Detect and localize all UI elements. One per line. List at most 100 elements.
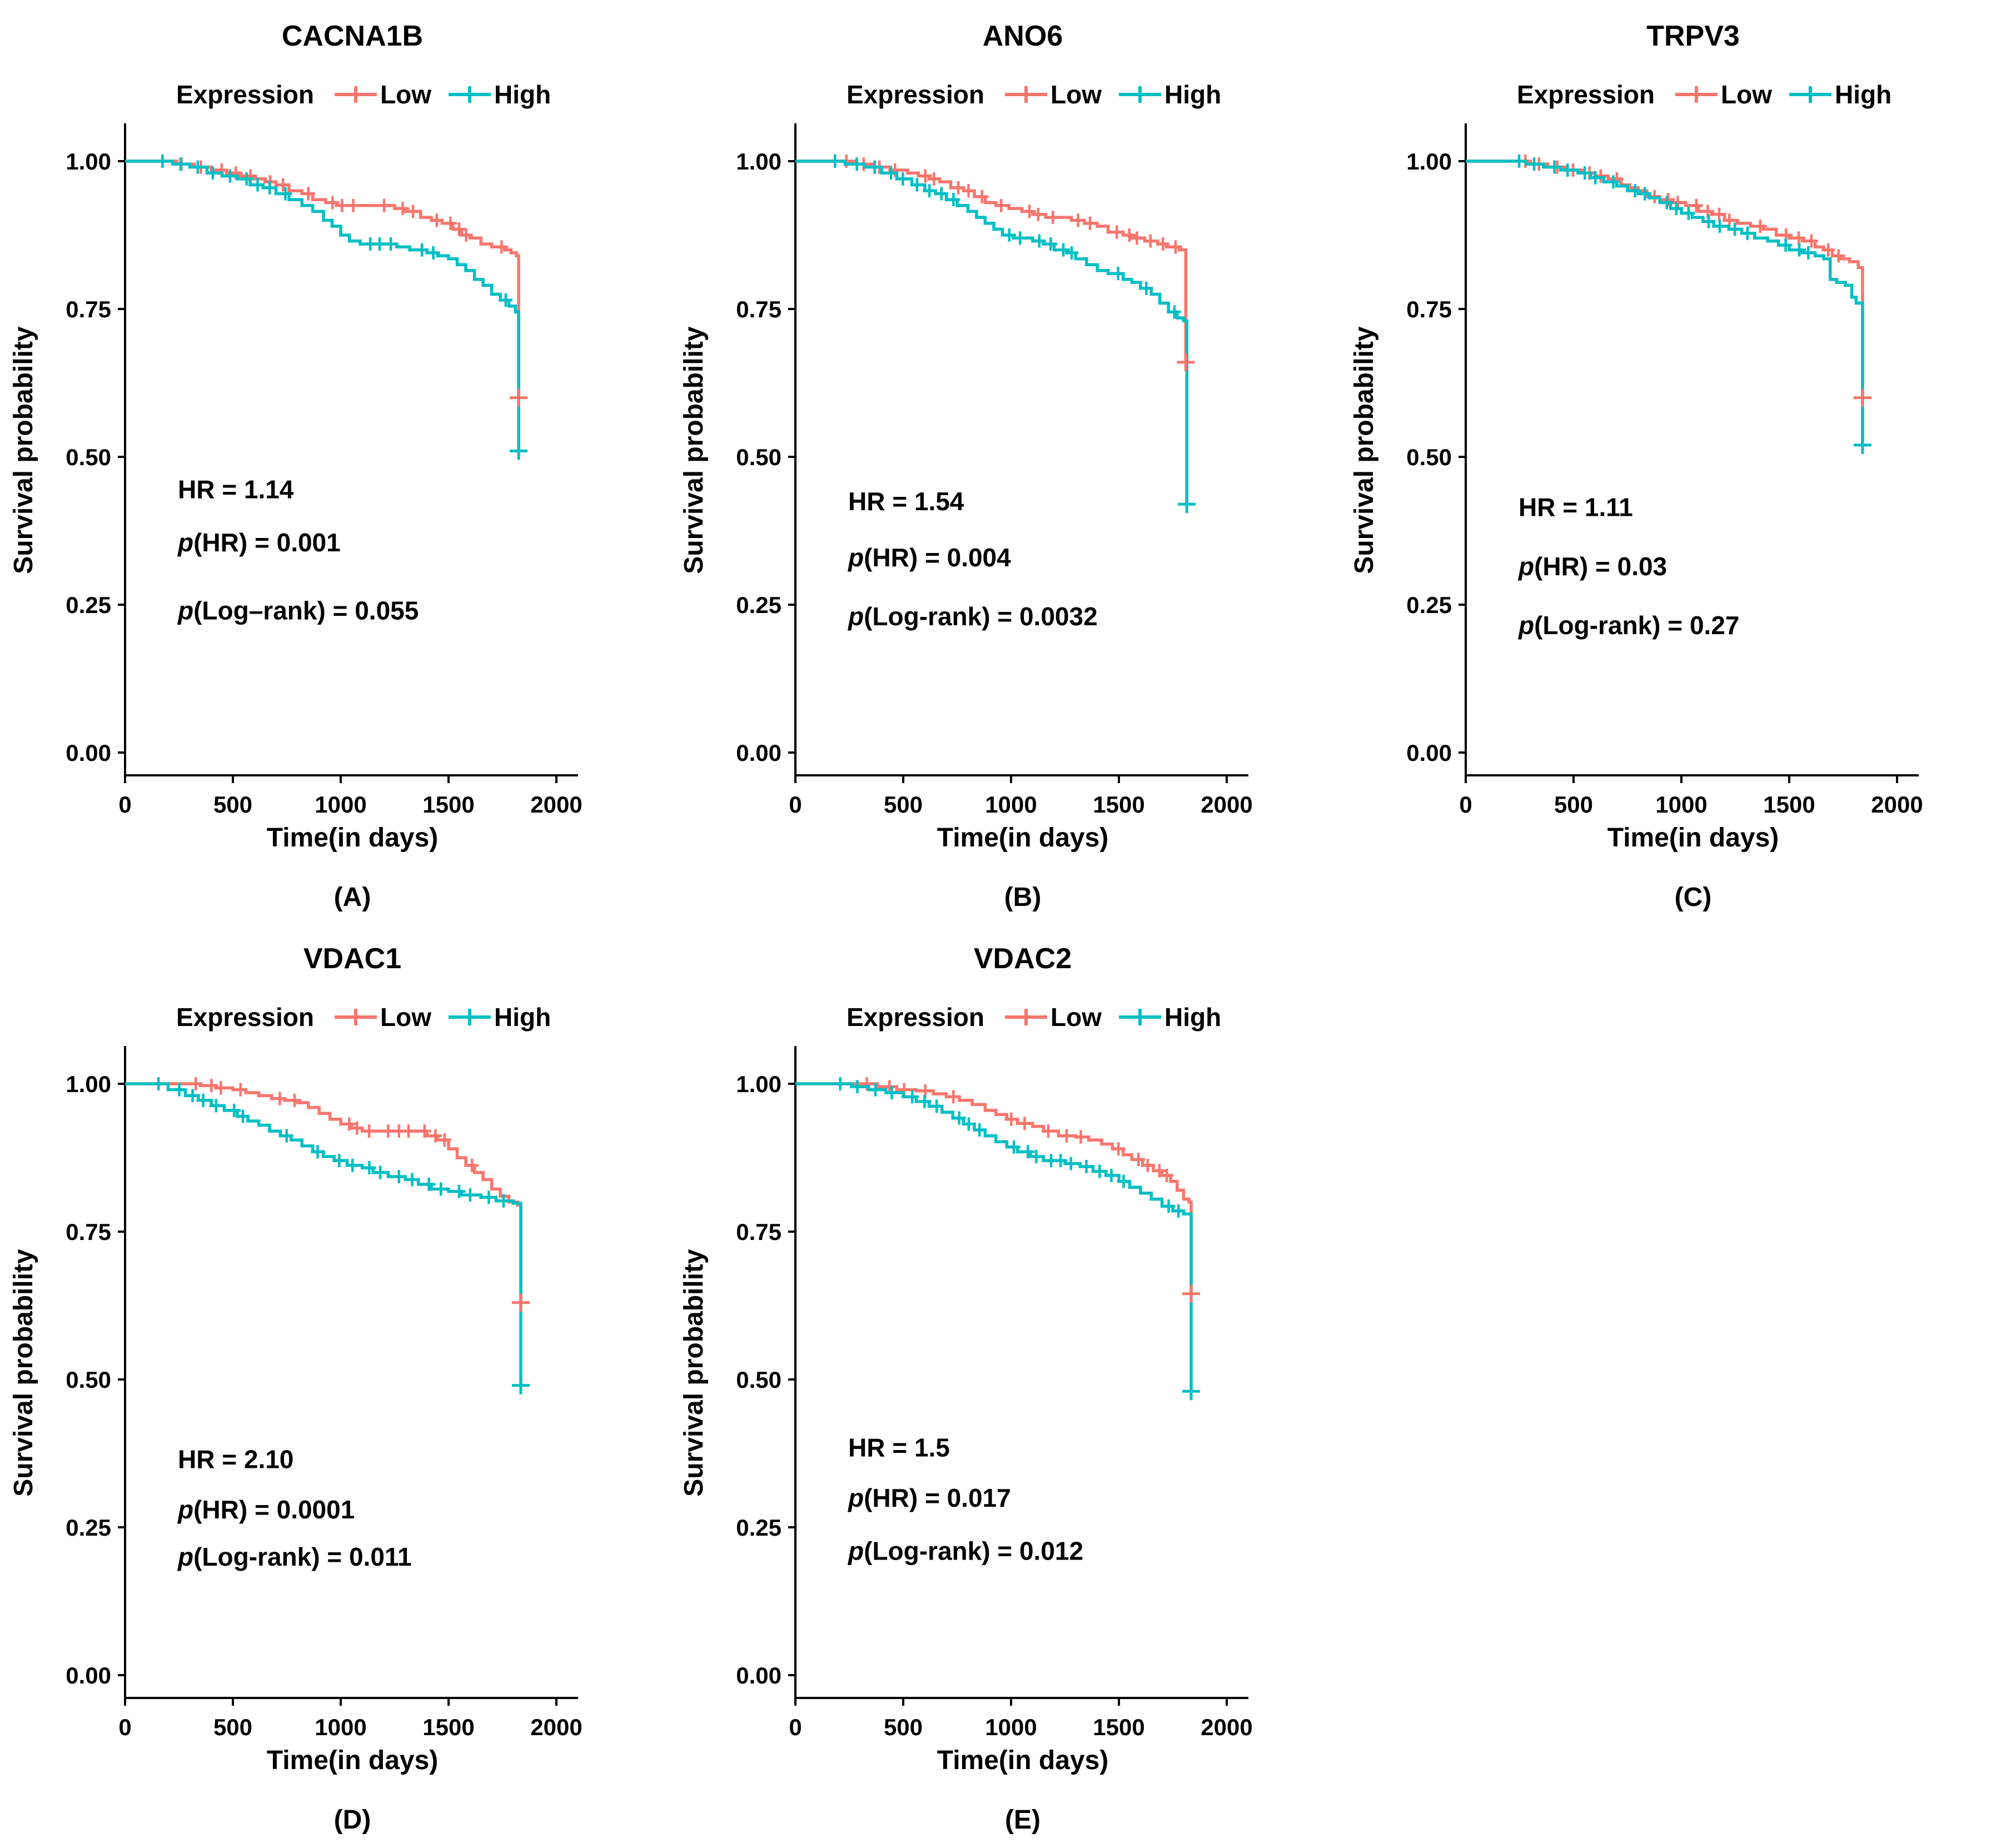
x-tick-label: 500 [884,1714,923,1740]
x-axis-label: Time(in days) [267,823,439,853]
y-axis-label: Survival probability [679,1249,709,1497]
censor-marks-high [156,155,512,307]
x-tick-label: 500 [213,1714,252,1740]
stats-line: p(HR) = 0.03 [1517,552,1667,581]
panel-caption: (A) [334,883,371,912]
y-tick-label: 0.75 [66,1219,111,1245]
x-tick-label: 1500 [422,791,474,818]
x-axis-label: Time(in days) [937,823,1109,853]
km-panel-D: VDAC1 Expression Low High 0.00 0.25 0.50 0.75 1.… [0,923,670,1845]
panel-title: VDAC1 [303,943,401,975]
legend-label-low: Low [1051,80,1102,109]
legend-title: Expression [847,1003,984,1032]
x-tick-label: 1000 [985,791,1037,818]
legend-label-high: High [494,1003,551,1032]
curve-high [795,160,1188,505]
y-tick-label: 0.00 [66,1662,111,1688]
y-tick-label: 0.50 [736,444,781,470]
curve-low [1466,160,1864,398]
y-tick-label: 1.00 [736,1071,781,1097]
y-tick-label: 0.25 [66,592,111,618]
y-tick-label: 1.00 [66,1071,111,1097]
y-tick-label: 0.50 [66,1367,111,1393]
y-axis-label: Survival probability [679,326,709,574]
y-tick-label: 0.00 [736,1662,781,1688]
axes: 0.00 0.25 0.50 0.75 1.00 0 500 1000 1500 2000 [66,123,583,818]
x-tick-label: 0 [789,791,802,818]
km-panel-C: TRPV3 Expression Low High 0.00 0.25 0.50 0.75 1.… [1341,0,2011,923]
x-tick-label: 1000 [315,791,366,818]
legend-title: Expression [847,80,984,109]
legend-label-high: High [1835,80,1891,109]
x-tick-label: 2000 [1201,791,1252,818]
x-tick-label: 1000 [985,1714,1037,1740]
terminal-markers [1177,353,1196,514]
x-tick-label: 0 [789,1714,802,1740]
y-axis-label: Survival probability [9,1249,38,1497]
x-tick-label: 1000 [315,1714,366,1740]
y-tick-label: 0.00 [736,740,781,766]
stats-block: HR = 1.14 p(HR) = 0.001 p(Log–rank) = 0.05… [177,475,419,625]
censor-marks-high [152,1077,510,1208]
stats-line: HR = 2.10 [178,1445,293,1474]
stats-line: p(HR) = 0.001 [177,528,341,557]
x-tick-label: 2000 [530,791,582,818]
x-axis-label: Time(in days) [267,1746,439,1775]
x-tick-label: 1500 [1093,791,1144,818]
terminal-markers [511,1293,530,1394]
legend-label-low: Low [380,1003,431,1032]
curve-low [795,160,1188,362]
legend-label-high: High [494,80,551,109]
stats-line: HR = 1.11 [1519,492,1633,521]
censor-marks-high [1512,155,1815,260]
y-tick-label: 0.75 [736,1219,781,1245]
y-tick-label: 1.00 [66,148,111,175]
legend: Expression Low High [176,80,551,109]
x-tick-label: 2000 [1201,1714,1252,1740]
censor-marks-low [189,1077,479,1172]
stats-line: HR = 1.54 [848,487,964,516]
y-axis-label: Survival probability [9,326,38,574]
y-tick-label: 0.50 [736,1367,781,1393]
x-tick-label: 500 [213,791,252,818]
x-tick-label: 0 [1459,791,1472,818]
km-plot-E: VDAC2 Expression Low High 0.00 0.25 0.50 0.75 1.… [679,943,1253,1835]
stats-line: p(HR) = 0.004 [847,543,1011,572]
censor-marks-low [860,1077,1174,1182]
x-tick-label: 1500 [422,1714,474,1740]
axes: 0.00 0.25 0.50 0.75 1.00 0 500 1000 1500 2000 [736,123,1253,818]
x-tick-label: 1500 [1093,1714,1144,1740]
terminal-markers [1182,1284,1200,1401]
stats-line: p(Log-rank) = 0.27 [1517,611,1739,640]
panel-caption: (E) [1005,1805,1041,1835]
panel-caption: (C) [1675,883,1712,912]
stats-line: HR = 1.5 [848,1433,950,1462]
stats-line: p(Log-rank) = 0.012 [847,1537,1083,1566]
y-tick-label: 0.75 [1406,296,1452,322]
stats-block: HR = 1.54 p(HR) = 0.004 p(Log-rank) = 0.00… [847,487,1098,631]
legend-title: Expression [176,80,314,109]
stats-line: p(HR) = 0.017 [847,1483,1011,1512]
x-tick-label: 500 [884,791,923,818]
y-tick-label: 0.25 [736,592,781,618]
y-axis-label: Survival probability [1350,326,1379,574]
y-tick-label: 0.00 [66,740,111,766]
stats-block: HR = 2.10 p(HR) = 0.0001 p(Log-rank) = 0.0… [177,1445,412,1572]
stats-block: HR = 1.5 p(HR) = 0.017 p(Log-rank) = 0.012 [847,1433,1083,1565]
y-tick-label: 0.75 [736,296,781,322]
censor-marks-low [1519,155,1845,263]
panel-title: CACNA1B [282,20,423,52]
censor-marks-low [175,157,509,254]
censor-marks-high [828,155,1181,319]
y-tick-label: 1.00 [736,148,781,175]
km-panel-E: VDAC2 Expression Low High 0.00 0.25 0.50 0.75 1.… [670,923,1341,1845]
legend-title: Expression [1517,80,1655,109]
panel-title: ANO6 [983,20,1063,52]
x-axis-label: Time(in days) [1607,823,1779,853]
panel-caption: (D) [334,1805,371,1835]
panel-title: TRPV3 [1646,20,1740,52]
km-panel-A: CACNA1B Expression Low High 0.00 0.25 0.50 0.75… [0,0,670,923]
x-tick-label: 0 [118,791,131,818]
curve-high [125,160,520,451]
